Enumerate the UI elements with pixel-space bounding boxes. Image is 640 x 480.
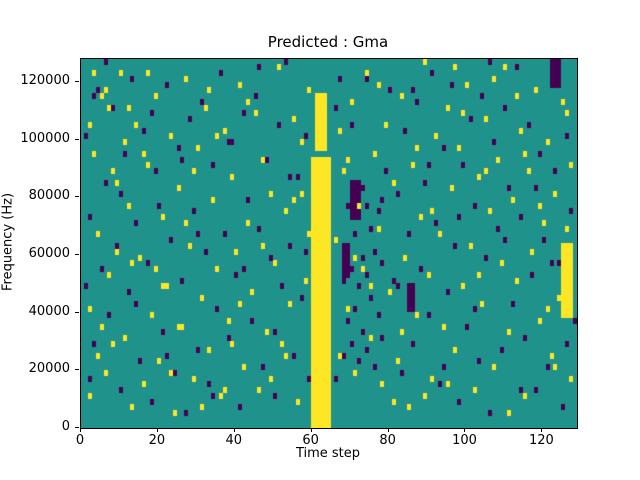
x-tick-mark [156, 428, 158, 432]
x-tick-label: 40 [225, 433, 243, 448]
y-tick-mark [75, 81, 79, 83]
x-tick-label: 100 [452, 433, 477, 448]
x-tick-mark [310, 428, 312, 432]
y-tick-label: 100000 [20, 130, 70, 146]
x-tick-label: 80 [379, 433, 396, 448]
y-tick-label: 120000 [20, 73, 70, 89]
x-tick-mark [80, 428, 81, 432]
x-tick-mark [387, 428, 389, 432]
plot-area [80, 58, 578, 429]
y-tick-mark [75, 369, 79, 371]
x-tick-label: 60 [302, 433, 319, 448]
x-tick-mark [233, 428, 235, 432]
x-axis-label: Time step [295, 446, 361, 461]
x-tick-mark [464, 428, 466, 432]
y-tick-label: 20000 [28, 361, 70, 377]
x-tick-label: 0 [75, 433, 85, 448]
x-tick-mark [541, 428, 543, 432]
y-tick-mark [75, 196, 79, 198]
x-tick-label: 120 [528, 433, 554, 448]
y-tick-mark [75, 311, 79, 313]
x-tick-label: 20 [148, 433, 166, 448]
y-tick-mark [75, 427, 79, 428]
y-axis-label: Frequency (Hz) [0, 192, 16, 292]
y-tick-label: 60000 [28, 246, 70, 262]
chart-title: Predicted : Gma [267, 33, 389, 51]
heatmap-canvas [81, 59, 577, 428]
y-tick-label: 0 [61, 419, 70, 434]
y-tick-label: 80000 [28, 188, 70, 204]
y-tick-mark [75, 138, 79, 140]
y-tick-label: 40000 [28, 303, 70, 319]
y-tick-mark [75, 254, 79, 256]
